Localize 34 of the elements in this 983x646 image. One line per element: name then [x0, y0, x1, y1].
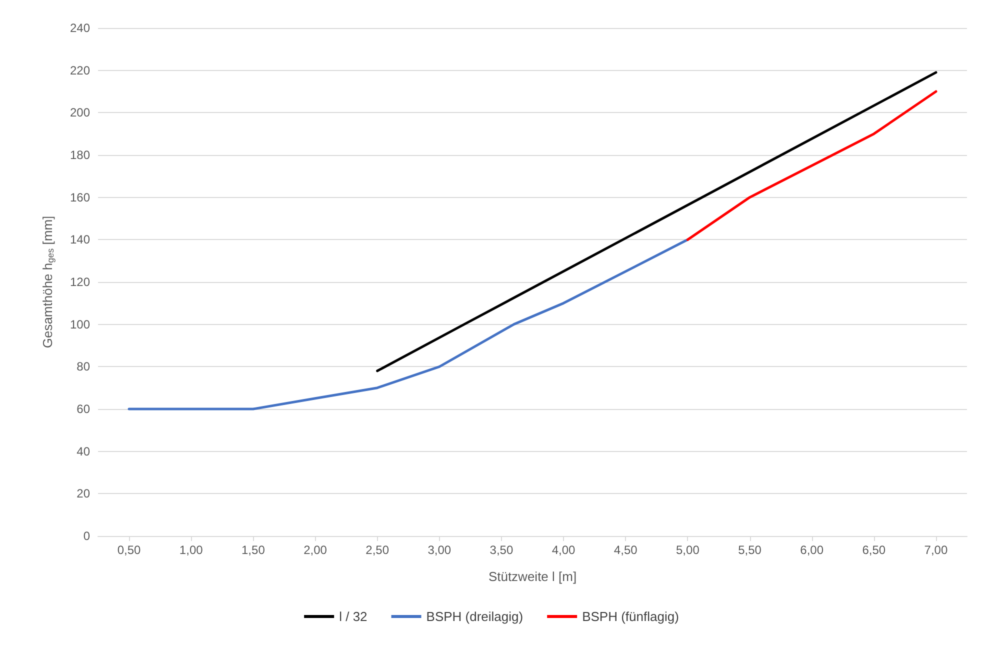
legend-label: BSPH (dreilagig)	[426, 609, 524, 624]
x-tick-label: 1,50	[242, 543, 266, 557]
y-tick-label: 120	[70, 275, 90, 289]
y-tick-label: 20	[76, 486, 90, 501]
x-axis-title: Stützweite l [m]	[488, 569, 577, 584]
line-series	[128, 238, 689, 410]
x-tick-label: 4,00	[552, 543, 576, 557]
y-tick-label: 40	[76, 444, 90, 458]
y-tick-label: 0	[83, 529, 90, 543]
y-tick-label: 140	[70, 232, 90, 247]
y-axis-title: Gesamthöhe hges [mm]	[40, 216, 56, 348]
y-tick-label: 60	[76, 402, 90, 416]
x-tick-label: 5,50	[738, 543, 762, 557]
x-tick-label: 5,00	[676, 543, 700, 557]
y-tick-label: 100	[70, 317, 90, 332]
x-tick-label: 0,50	[117, 543, 142, 557]
line-series	[686, 90, 938, 241]
legend-label: l / 32	[339, 609, 368, 624]
x-tick-label: 7,00	[924, 543, 948, 557]
x-tick-label: 6,50	[862, 543, 886, 557]
y-tick-label: 220	[70, 63, 90, 78]
y-tick-label: 200	[70, 106, 90, 120]
x-tick-label: 4,50	[614, 543, 638, 557]
x-tick-label: 3,50	[490, 543, 514, 557]
x-tick-label: 2,00	[304, 543, 328, 557]
y-tick-label: 240	[70, 21, 90, 35]
y-tick-label: 80	[76, 360, 90, 374]
x-tick-label: 1,00	[179, 543, 204, 557]
x-tick-label: 6,00	[800, 543, 824, 557]
x-tick-label: 2,50	[366, 543, 390, 557]
legend-label: BSPH (fünflagig)	[582, 609, 679, 624]
y-tick-label: 160	[70, 190, 90, 204]
x-tick-label: 3,00	[428, 543, 452, 557]
y-tick-label: 180	[70, 148, 90, 162]
